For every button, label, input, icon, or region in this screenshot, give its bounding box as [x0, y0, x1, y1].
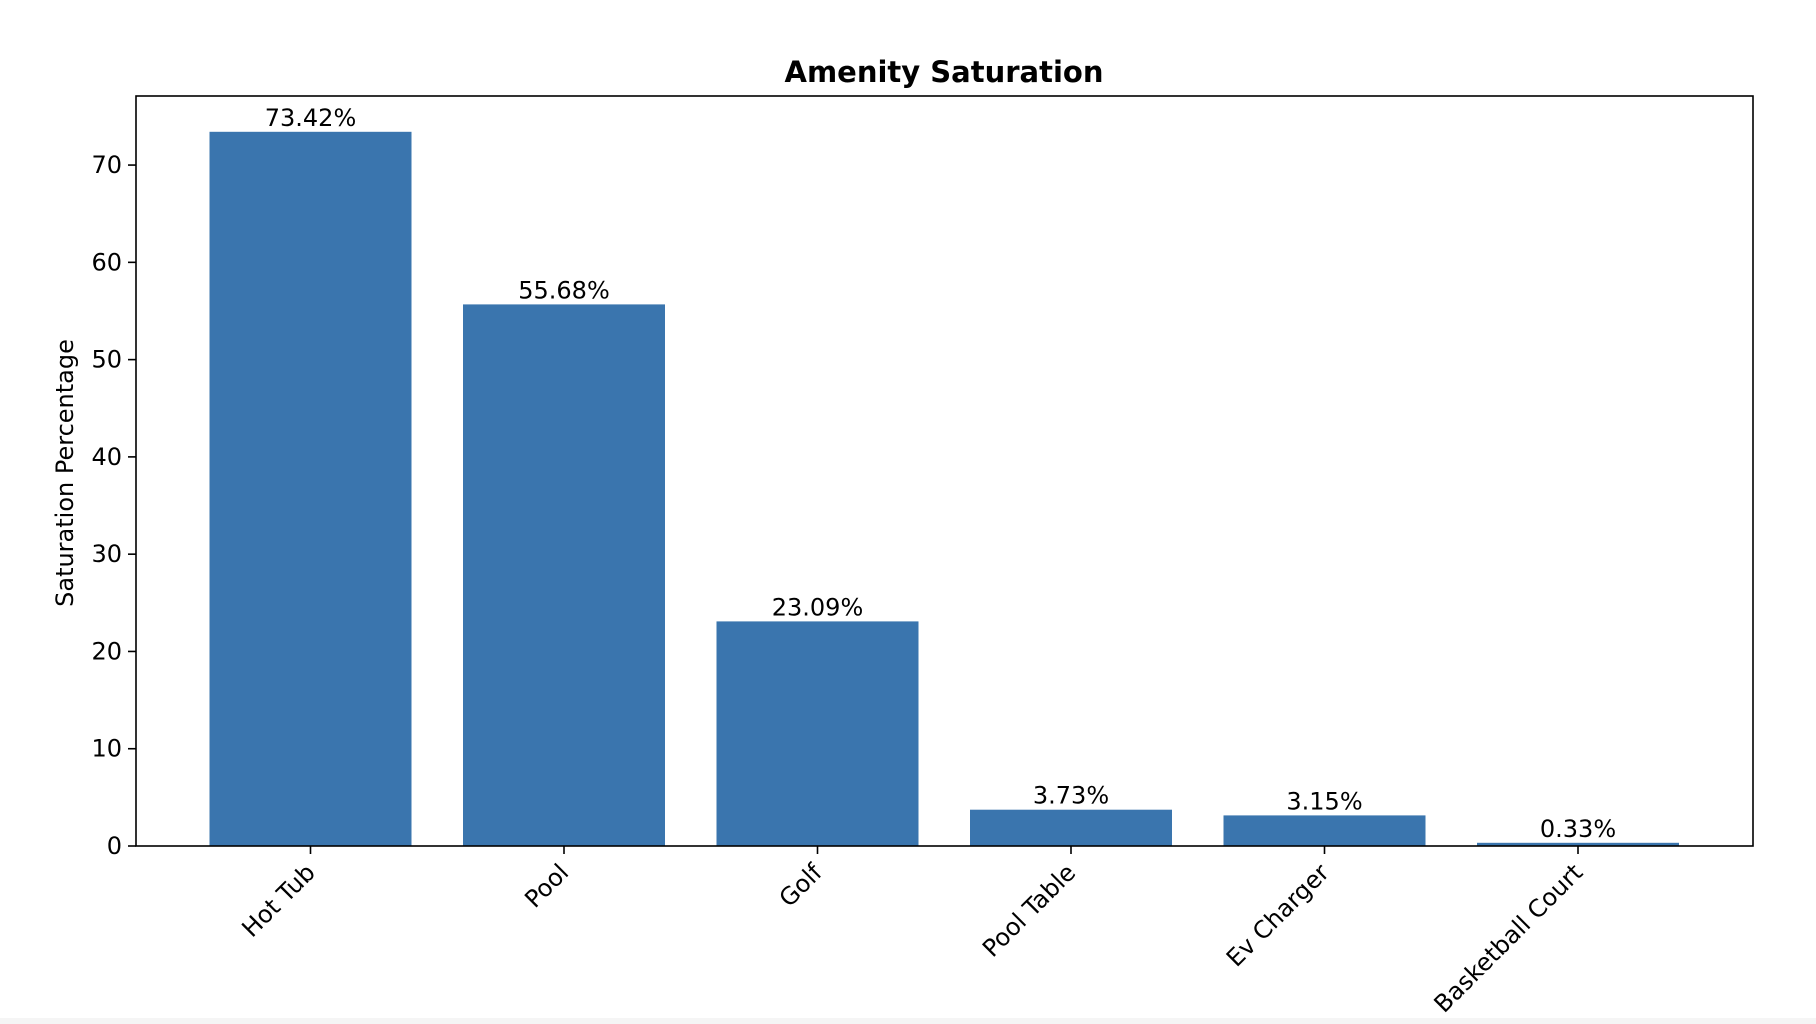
y-tick-label: 20	[91, 637, 122, 665]
bar	[716, 621, 919, 846]
x-tick-label: Pool	[519, 858, 574, 913]
y-tick-label: 30	[91, 540, 122, 568]
bar	[1223, 815, 1426, 846]
data-label: 55.68%	[518, 276, 610, 304]
data-label: 3.15%	[1286, 787, 1362, 815]
x-tick-label: Golf	[774, 858, 828, 912]
x-tick-label: Basketball Court	[1429, 858, 1589, 1018]
plot-frame	[135, 95, 1754, 847]
y-tick-label: 40	[91, 443, 122, 471]
y-tick-label: 60	[91, 248, 122, 276]
data-labels-layer: 73.42% 55.68% 23.09% 3.73% 3.15% 0.33%	[265, 104, 1616, 843]
bars-layer	[209, 131, 1679, 847]
data-label: 3.73%	[1033, 782, 1109, 810]
y-tick-label: 0	[107, 832, 122, 860]
x-tick-label: Hot Tub	[236, 858, 320, 942]
data-label: 73.42%	[265, 104, 357, 132]
y-axis-label: Saturation Percentage	[51, 339, 79, 607]
bar	[1477, 842, 1679, 846]
y-tick-label: 70	[91, 151, 122, 179]
data-label: 23.09%	[772, 593, 864, 621]
y-tick-label: 50	[91, 346, 122, 374]
bottom-strip	[0, 1018, 1816, 1024]
bar	[209, 131, 412, 847]
bar	[463, 304, 665, 846]
bar	[970, 809, 1172, 846]
data-label: 0.33%	[1540, 815, 1616, 843]
x-tick-label: Ev Charger	[1221, 858, 1335, 972]
x-tick-label: Pool Table	[977, 858, 1081, 962]
y-tick-label: 10	[91, 735, 122, 763]
chart-title: Amenity Saturation	[785, 55, 1104, 89]
